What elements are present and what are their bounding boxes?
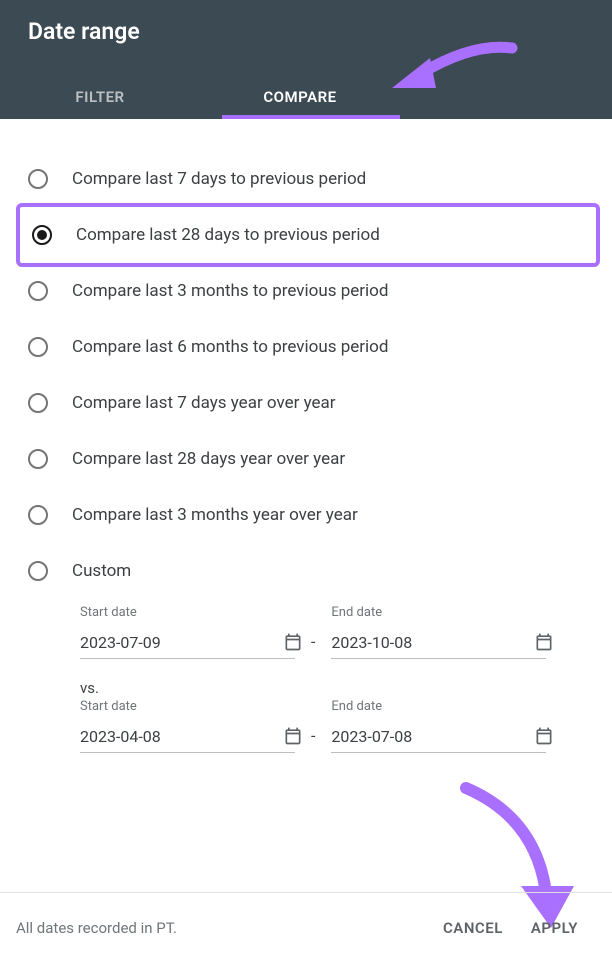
start-date-2-field: Start date [80,699,295,753]
tab-compare[interactable]: COMPARE [200,75,400,119]
option-6months-prev[interactable]: Compare last 6 months to previous period [28,319,592,375]
calendar-icon[interactable] [534,632,554,652]
radio-icon [28,169,48,189]
date-input-wrap[interactable] [331,626,546,659]
radio-icon [28,449,48,469]
date-separator: - [311,632,315,651]
date-range-1: Start date - End date [80,605,592,659]
page-title: Date range [0,18,612,75]
footer: All dates recorded in PT. CANCEL APPLY [0,892,612,963]
start-date-1-field: Start date [80,605,295,659]
tabs: FILTER COMPARE [0,75,612,119]
option-label: Compare last 3 months year over year [72,505,358,525]
radio-icon [32,225,52,245]
option-label: Compare last 6 months to previous period [72,337,388,357]
vs-label: vs. [80,679,592,697]
option-3months-prev[interactable]: Compare last 3 months to previous period [28,263,592,319]
calendar-icon[interactable] [283,726,303,746]
radio-icon [28,281,48,301]
end-date-2-input[interactable] [331,727,534,746]
option-7days-prev[interactable]: Compare last 7 days to previous period [28,151,592,207]
highlight-annotation: Compare last 28 days to previous period [16,203,600,267]
date-input-wrap[interactable] [80,720,295,753]
header: Date range FILTER COMPARE [0,0,612,119]
option-label: Custom [72,561,131,581]
option-7days-yoy[interactable]: Compare last 7 days year over year [28,375,592,431]
end-date-label: End date [331,699,546,714]
custom-date-section: Start date - End date vs. Start date [80,605,592,753]
radio-icon [28,337,48,357]
start-date-1-input[interactable] [80,633,283,652]
option-28days-prev[interactable]: Compare last 28 days to previous period [32,207,588,263]
radio-icon [28,561,48,581]
tab-filter[interactable]: FILTER [0,75,200,119]
radio-icon [28,505,48,525]
start-date-label: Start date [80,605,295,620]
apply-button[interactable]: APPLY [517,909,592,947]
options-list: Compare last 7 days to previous period C… [0,119,612,753]
option-label: Compare last 7 days year over year [72,393,336,413]
calendar-icon[interactable] [283,632,303,652]
end-date-label: End date [331,605,546,620]
start-date-label: Start date [80,699,295,714]
option-label: Compare last 7 days to previous period [72,169,366,189]
date-input-wrap[interactable] [80,626,295,659]
date-input-wrap[interactable] [331,720,546,753]
end-date-2-field: End date [331,699,546,753]
option-3months-yoy[interactable]: Compare last 3 months year over year [28,487,592,543]
start-date-2-input[interactable] [80,727,283,746]
option-label: Compare last 28 days year over year [72,449,345,469]
footer-note: All dates recorded in PT. [16,919,429,937]
tab-indicator [222,115,400,119]
option-28days-yoy[interactable]: Compare last 28 days year over year [28,431,592,487]
date-separator: - [311,726,315,745]
option-label: Compare last 3 months to previous period [72,281,388,301]
calendar-icon[interactable] [534,726,554,746]
radio-icon [28,393,48,413]
option-label: Compare last 28 days to previous period [76,225,380,245]
date-range-2: Start date - End date [80,699,592,753]
end-date-1-input[interactable] [331,633,534,652]
cancel-button[interactable]: CANCEL [429,909,517,947]
end-date-1-field: End date [331,605,546,659]
option-custom[interactable]: Custom [28,543,592,599]
